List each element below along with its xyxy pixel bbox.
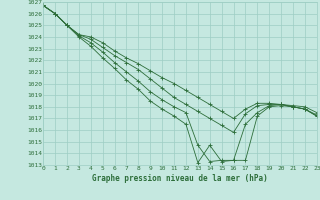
X-axis label: Graphe pression niveau de la mer (hPa): Graphe pression niveau de la mer (hPa)	[92, 174, 268, 183]
